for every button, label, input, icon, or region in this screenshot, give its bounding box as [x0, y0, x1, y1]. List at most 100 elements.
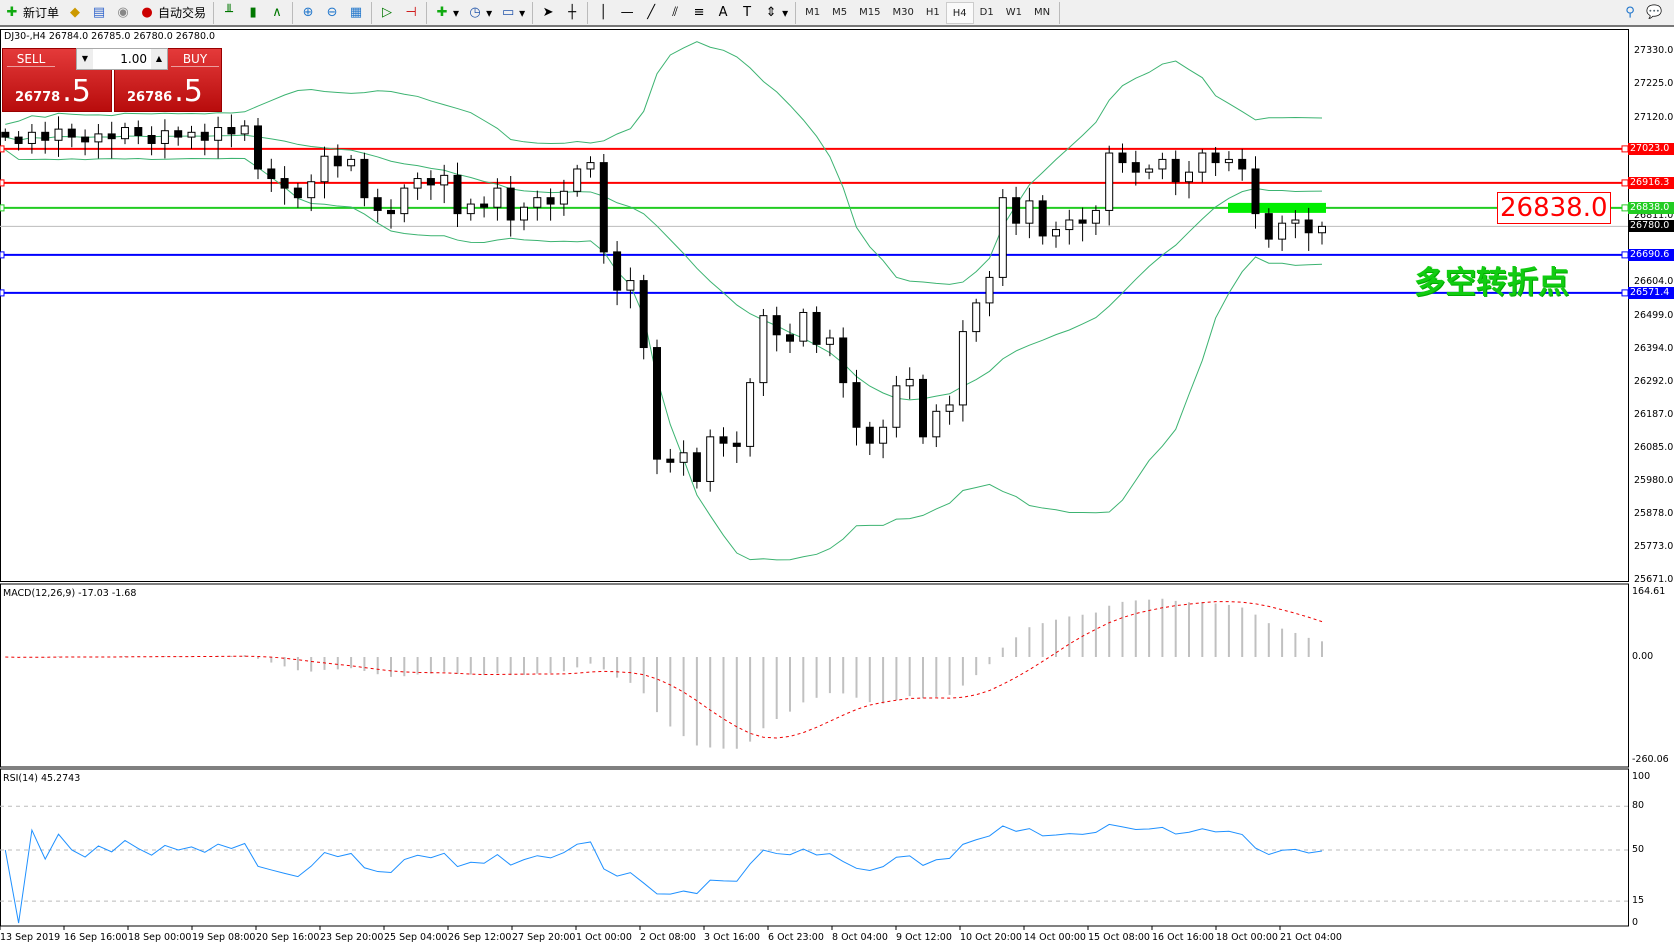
lot-size-input[interactable]: ▼ 1.00 ▲: [76, 48, 168, 70]
periods-button[interactable]: ◷ ▾: [463, 1, 496, 25]
bearish-candle: [772, 315, 781, 336]
time-label: 16 Oct 16:00: [1152, 932, 1214, 943]
bearish-candle: [81, 136, 90, 143]
autoscroll-button[interactable]: ▷: [375, 1, 399, 25]
bullish-candle: [573, 168, 582, 192]
timeframe-h4[interactable]: H4: [945, 1, 974, 24]
bar-chart-button[interactable]: ╨: [217, 1, 241, 25]
text-button[interactable]: A: [711, 1, 735, 25]
auto-trading-icon: ●: [141, 4, 153, 20]
time-axis: 13 Sep 2019 16 Sep 16:00 18 Sep 00:00 19 Se…: [0, 932, 1344, 946]
bullish-candle: [347, 158, 356, 167]
price-tick: 27225.0: [1634, 78, 1674, 90]
timeframe-d1[interactable]: D1: [979, 6, 994, 18]
folder-icon: ◆: [70, 4, 81, 20]
macd-tick: 164.61: [1632, 586, 1666, 597]
price-tick: 26499.0: [1634, 309, 1674, 321]
new-order-button[interactable]: ✚ 新订单: [0, 1, 63, 25]
level-handle: [0, 204, 5, 212]
divider: [1059, 1, 1061, 24]
level-price-label: 26838.0: [1628, 201, 1674, 214]
price-tick: 26187.0: [1634, 409, 1674, 421]
price-tick: 26292.0: [1634, 375, 1674, 387]
price-tick: 26394.0: [1634, 343, 1674, 355]
timeframe-m1[interactable]: M1: [805, 6, 821, 18]
bullish-candle: [958, 331, 967, 406]
bearish-candle: [599, 162, 608, 253]
bullish-candle: [626, 280, 635, 291]
rsi-pane-frame: [0, 768, 1629, 927]
timeframe-mn[interactable]: MN: [1033, 6, 1051, 18]
rsi-tick: 100: [1632, 771, 1651, 782]
buy-button[interactable]: BUY 26786.5: [114, 48, 222, 112]
arrows-button[interactable]: ⇕ ▾: [759, 1, 792, 25]
search-icon: ⚲: [1625, 4, 1635, 20]
zoom-in-button[interactable]: ⊕: [296, 1, 320, 25]
divider: [587, 1, 589, 24]
macd-tick: 0.00: [1632, 651, 1654, 662]
bearish-candle: [1238, 158, 1247, 170]
bullish-candle: [27, 131, 36, 144]
timeframe-m15[interactable]: M15: [859, 6, 881, 18]
timeframe-w1[interactable]: W1: [1005, 6, 1022, 18]
bearish-candle: [480, 203, 489, 208]
time-label: 18 Oct 00:00: [1216, 932, 1278, 943]
trendline-button[interactable]: ╱: [639, 1, 663, 25]
lot-decrease-button[interactable]: ▼: [77, 49, 93, 69]
bearish-candle: [786, 334, 794, 342]
chat-button[interactable]: 💬: [1642, 1, 1666, 25]
vertical-line-button[interactable]: │: [591, 1, 615, 25]
equidistant-channel-button[interactable]: ⫽: [663, 1, 687, 25]
bullish-candle: [706, 436, 715, 482]
fibonacci-button[interactable]: ≡: [687, 1, 711, 25]
templates-button[interactable]: ▭ ▾: [501, 4, 526, 20]
bearish-candle: [653, 347, 661, 460]
bearish-candle: [1118, 152, 1127, 164]
price-annotation-box[interactable]: 26838.0: [1497, 192, 1611, 224]
crosshair-button[interactable]: ┼: [560, 1, 584, 25]
bearish-candle: [373, 197, 382, 211]
bearish-candle: [67, 128, 76, 138]
bullish-candle: [54, 128, 63, 141]
bullish-candle: [1224, 158, 1233, 164]
bearish-candle: [14, 136, 23, 144]
bullish-candle: [932, 410, 941, 438]
cursor-button[interactable]: ➤: [536, 1, 560, 25]
horizontal-line-button[interactable]: —: [615, 1, 639, 25]
tile-windows-button[interactable]: ▦: [344, 1, 368, 25]
zoom-out-button[interactable]: ⊖: [320, 1, 344, 25]
price-tick: 25980.0: [1634, 475, 1674, 487]
timeframe-m5[interactable]: M5: [832, 6, 848, 18]
bearish-candle: [333, 155, 342, 167]
signals-button[interactable]: ◉: [111, 1, 135, 25]
lot-increase-button[interactable]: ▲: [151, 49, 167, 69]
time-label: 13 Sep 2019: [0, 932, 61, 943]
bullish-candle: [121, 127, 129, 140]
experts-button[interactable]: ◆: [63, 1, 87, 25]
time-label: 20 Sep 16:00: [256, 932, 320, 943]
history-button[interactable]: ▤: [87, 1, 111, 25]
bearish-candle: [546, 197, 555, 205]
zoom-in-icon: ⊕: [302, 4, 314, 20]
chart-area[interactable]: [0, 29, 1674, 932]
indicators-button[interactable]: ✚ ▾: [430, 1, 463, 25]
chart-shift-button[interactable]: ⊣: [399, 1, 423, 25]
text-label-button[interactable]: T: [735, 1, 759, 25]
price-tick: 27330.0: [1634, 45, 1674, 56]
auto-trading-button[interactable]: ● 自动交易: [135, 1, 210, 25]
timeframe-h1[interactable]: H1: [925, 6, 940, 18]
search-button[interactable]: ⚲: [1618, 1, 1642, 25]
bullish-candle: [998, 197, 1007, 278]
bollinger-middle-band: [5, 134, 1323, 401]
price-tick: 25773.0: [1634, 541, 1674, 553]
timeframe-m30[interactable]: M30: [892, 6, 914, 18]
bullish-candle: [240, 125, 249, 135]
line-chart-icon: ∧: [272, 4, 282, 20]
time-label: 23 Sep 20:00: [320, 932, 384, 943]
cursor-icon: ➤: [542, 4, 554, 20]
line-chart-button[interactable]: ∧: [265, 1, 289, 25]
bar-chart-icon: ╨: [225, 4, 233, 20]
turning-point-label[interactable]: 多空转折点: [1414, 265, 1569, 301]
time-label: 21 Oct 04:00: [1280, 932, 1342, 943]
candlestick-button[interactable]: ▮: [241, 1, 265, 25]
